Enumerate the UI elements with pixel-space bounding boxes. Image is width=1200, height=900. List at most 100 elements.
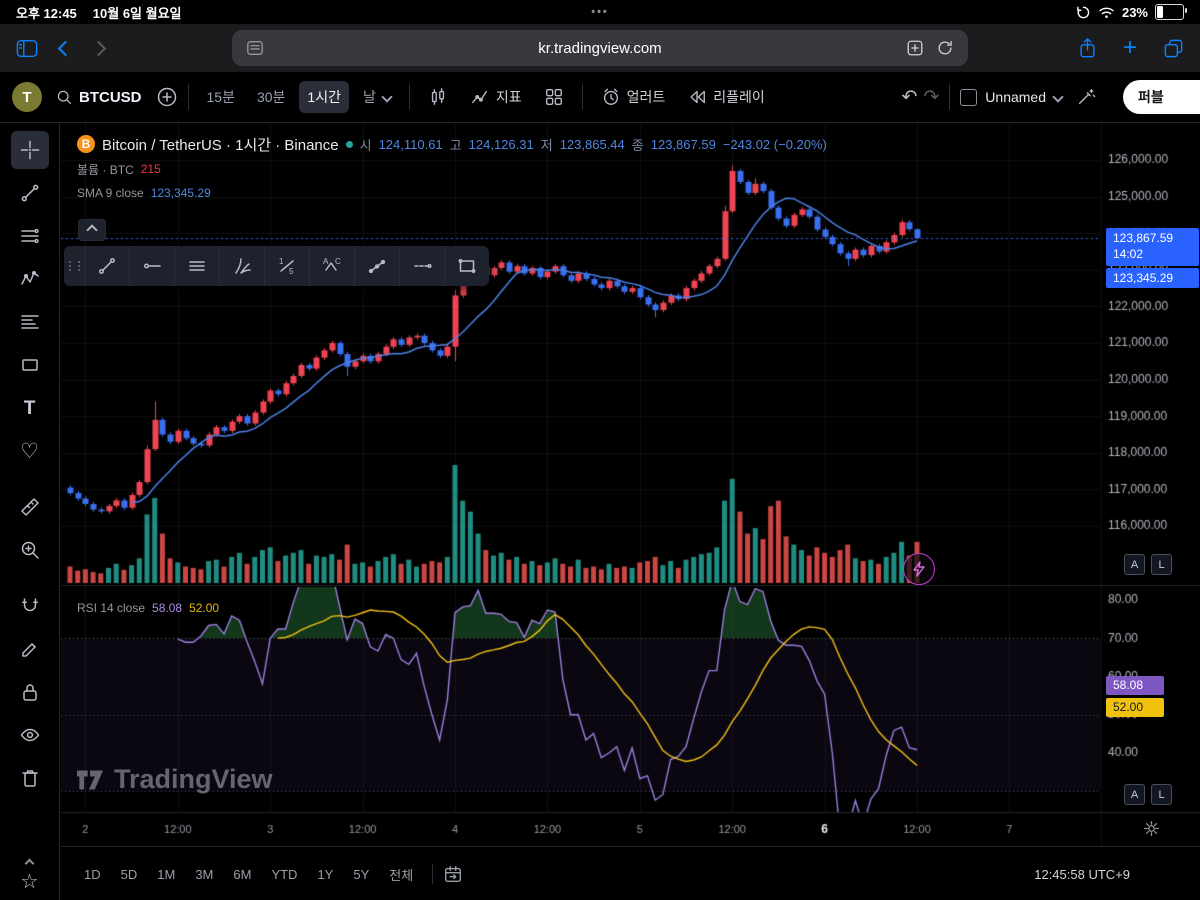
measure-tool[interactable] xyxy=(11,488,49,526)
rsi-legend-label[interactable]: RSI 14 close xyxy=(77,601,146,615)
address-bar[interactable]: kr.tradingview.com xyxy=(232,30,968,66)
chevron-up-icon xyxy=(86,224,98,236)
quick-trade-button[interactable] xyxy=(903,553,935,585)
forward-button[interactable] xyxy=(90,40,107,56)
info-line-button[interactable] xyxy=(354,246,399,286)
goto-date-button[interactable] xyxy=(443,864,463,884)
remove-drawings-tool[interactable] xyxy=(11,759,49,797)
eye-icon xyxy=(20,728,39,742)
trend-line-icon xyxy=(21,184,38,202)
extensions-icon[interactable] xyxy=(906,39,924,57)
symbol-title[interactable]: Bitcoin / TetherUS · 1시간 · Binance xyxy=(102,136,339,154)
crosshair-tool[interactable] xyxy=(10,131,49,169)
avatar[interactable]: T xyxy=(12,82,42,112)
chart-style-button[interactable] xyxy=(420,81,456,113)
pitchfork-button[interactable] xyxy=(219,246,264,286)
change-value: −243.02 (−0.20%) xyxy=(722,136,827,152)
symbol-search-button[interactable]: BTCUSD xyxy=(48,89,150,106)
undo-button[interactable]: ↶ xyxy=(901,86,918,108)
tabs-icon[interactable] xyxy=(1163,38,1184,59)
hide-drawings-tool[interactable] xyxy=(11,716,49,754)
session-clock[interactable]: 12:45:58 UTC+9 xyxy=(1034,866,1130,882)
horizontal-lines-tool[interactable] xyxy=(11,217,49,255)
back-button[interactable] xyxy=(57,40,74,56)
shapes-tool[interactable] xyxy=(11,346,49,384)
page-settings-icon[interactable] xyxy=(246,39,264,57)
magic-wand-button[interactable] xyxy=(1068,81,1104,113)
replay-button[interactable]: 리플레이 xyxy=(679,81,773,113)
rectangle-button[interactable] xyxy=(444,246,489,286)
reload-icon[interactable] xyxy=(936,39,954,57)
high-value: 124,126.31 xyxy=(468,136,534,152)
close-value: 123,867.59 xyxy=(650,136,716,152)
fib-retracement-tool[interactable] xyxy=(11,303,49,341)
publish-button[interactable]: 퍼블 xyxy=(1123,80,1200,114)
dashed-line-button[interactable] xyxy=(399,246,444,286)
text-tool[interactable]: T xyxy=(23,397,36,419)
sidebar-toggle-icon[interactable] xyxy=(16,39,38,58)
parallel-lines-button[interactable] xyxy=(174,246,219,286)
last-price-value: 123,867.59 xyxy=(1113,231,1174,245)
horizontal-ray-button[interactable] xyxy=(129,246,174,286)
rsi-auto-scale-button[interactable]: A xyxy=(1124,784,1145,805)
share-icon[interactable] xyxy=(1078,37,1097,59)
range-6m[interactable]: 6M xyxy=(233,866,252,882)
interval-1d[interactable]: 날 xyxy=(355,81,399,113)
indicators-button[interactable]: 지표 xyxy=(462,81,530,113)
alert-clock-icon xyxy=(603,88,618,105)
battery-icon xyxy=(1155,4,1187,20)
chart-area: B Bitcoin / TetherUS · 1시간 · Binance 시 12… xyxy=(61,123,1200,845)
redo-button[interactable]: ↷ xyxy=(923,86,940,108)
volume-legend-label[interactable]: 볼륨 · BTC xyxy=(77,162,134,177)
range-5d[interactable]: 5D xyxy=(120,866,138,882)
collapse-drawing-toolbar-button[interactable] xyxy=(78,219,106,241)
alert-button[interactable]: 얼러트 xyxy=(593,81,674,113)
log-scale-button[interactable]: L xyxy=(1151,554,1172,575)
grid-layout-icon xyxy=(545,89,562,105)
last-price-time: 14:02 xyxy=(1113,247,1144,261)
favorites-drawer[interactable]: ☆ xyxy=(21,858,38,900)
range-1m[interactable]: 1M xyxy=(157,866,176,882)
interval-15m[interactable]: 15분 xyxy=(206,89,235,105)
low-value: 123,865.44 xyxy=(559,136,625,152)
range-1d[interactable]: 1D xyxy=(84,866,101,882)
magnet-tool[interactable] xyxy=(11,587,49,625)
scale-settings-gear-icon[interactable] xyxy=(1143,820,1160,837)
rsi-ma-legend-value: 52.00 xyxy=(189,601,220,615)
status-date: 10월 6일 월요일 xyxy=(92,5,182,21)
auto-scale-button[interactable]: A xyxy=(1124,554,1145,575)
range-ytd[interactable]: YTD xyxy=(271,866,298,882)
layout-name[interactable]: Unnamed xyxy=(985,89,1046,105)
range-3m[interactable]: 3M xyxy=(195,866,214,882)
layout-save-checkbox[interactable] xyxy=(960,88,978,106)
rsi-legend: RSI 14 close 58.08 52.00 xyxy=(77,596,219,620)
interval-1h[interactable]: 1시간 xyxy=(299,81,349,113)
sma-legend-label[interactable]: SMA 9 close xyxy=(77,186,144,200)
price-chart-canvas[interactable] xyxy=(61,123,1200,845)
trend-line-button[interactable] xyxy=(84,246,129,286)
interval-30m[interactable]: 30분 xyxy=(256,89,286,105)
rsi-log-scale-button[interactable]: L xyxy=(1151,784,1172,805)
url-text: kr.tradingview.com xyxy=(538,39,662,57)
separator xyxy=(949,84,951,110)
range-5y[interactable]: 5Y xyxy=(353,866,370,882)
rsi-ma-value-label: 52.00 xyxy=(1106,698,1164,717)
watermark-text: TradingView xyxy=(114,764,273,794)
trend-line-tool[interactable] xyxy=(11,174,49,212)
range-1y[interactable]: 1Y xyxy=(317,866,334,882)
lock-drawings-tool[interactable] xyxy=(11,673,49,711)
zoom-tool[interactable] xyxy=(11,531,49,569)
range-all[interactable]: 전체 xyxy=(389,867,414,883)
compare-add-icon[interactable] xyxy=(156,86,178,108)
drag-handle[interactable] xyxy=(64,261,84,271)
wave-pattern-tool[interactable] xyxy=(11,260,49,298)
new-tab-icon[interactable]: + xyxy=(1122,34,1137,61)
draw-tool[interactable] xyxy=(11,630,49,668)
svg-text:C: C xyxy=(335,257,341,266)
layout-grid-button[interactable] xyxy=(536,81,572,113)
emoji-tool[interactable]: ♡ xyxy=(20,439,39,463)
